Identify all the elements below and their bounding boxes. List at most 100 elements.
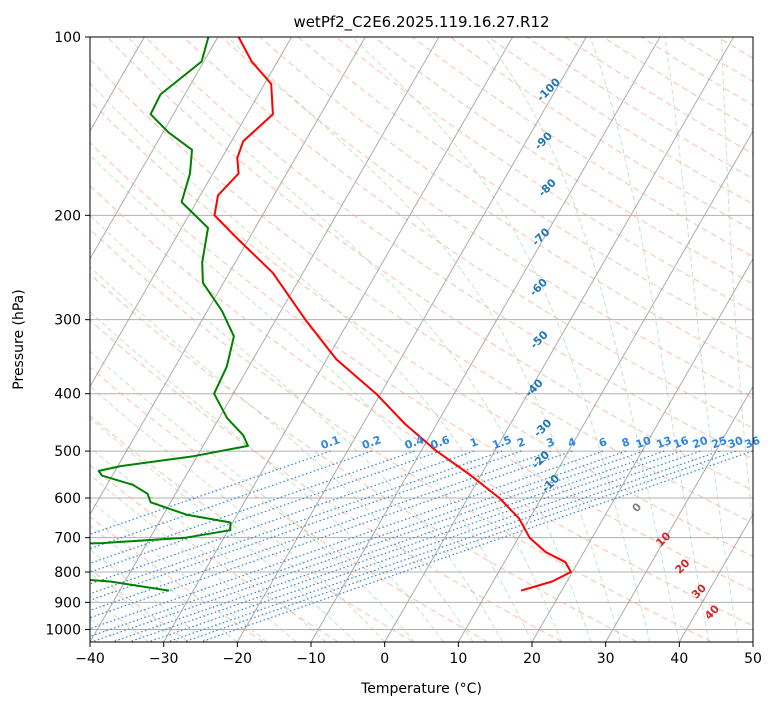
dry-adiabat <box>90 273 638 642</box>
x-tick-label: −40 <box>75 651 105 667</box>
mixing-ratio-line <box>90 450 475 585</box>
dry-adiabat <box>220 37 753 399</box>
y-tick-label: 700 <box>54 531 81 547</box>
y-tick-label: 500 <box>54 444 81 460</box>
mixing-ratio-label: 6 <box>597 435 609 450</box>
isotherm <box>163 37 514 642</box>
mixing-ratio-line <box>90 450 604 630</box>
mixing-ratio-label: 1 <box>468 435 480 450</box>
y-axis-label: Pressure (hPa) <box>11 289 27 389</box>
y-tick-label: 100 <box>54 30 81 46</box>
x-tick-label: 50 <box>744 651 762 667</box>
mixing-ratio-lines <box>90 450 753 642</box>
y-tick-label: 300 <box>54 313 81 329</box>
moist-adiabat <box>90 266 474 642</box>
isotherm <box>310 37 661 642</box>
x-tick-label: 10 <box>449 651 467 667</box>
dry-adiabat <box>90 228 712 642</box>
dry-adiabats <box>90 37 753 642</box>
mixing-ratio-label: 8 <box>620 435 632 450</box>
y-tick-label: 800 <box>54 565 81 581</box>
mixing-ratio-label: 4 <box>566 435 578 450</box>
mixing-ratio-label: 16 <box>672 434 691 452</box>
mixing-ratio-line <box>90 450 627 638</box>
x-tick-label: −10 <box>296 651 326 667</box>
moist-adiabat <box>90 548 209 642</box>
mixing-ratio-line <box>148 450 701 642</box>
y-tick-label: 1000 <box>45 622 81 638</box>
dry-adiabat <box>335 37 753 313</box>
mixing-ratio-label: 25 <box>710 434 729 451</box>
x-axis-label: Temperature (°C) <box>360 681 482 697</box>
mixing-ratio-label: 0.6 <box>429 433 452 452</box>
isotherm <box>90 37 366 516</box>
skewed-isotherms <box>90 37 753 642</box>
y-axis-ticks: 100 200 300 400 500 600 700 800 900 1000 <box>45 30 90 638</box>
mixing-ratio-label: 0.2 <box>360 433 383 452</box>
x-axis-ticks: −40 −30 −20 −10 0 10 20 30 40 50 <box>75 642 762 667</box>
isotherm <box>457 130 753 642</box>
mixing-ratio-line <box>90 450 331 535</box>
isotherm <box>531 257 753 642</box>
y-tick-label: 600 <box>54 491 81 507</box>
dry-adiabat <box>90 415 414 642</box>
profile-lines <box>90 37 572 592</box>
mixing-ratio-label: 20 <box>691 434 710 452</box>
dry-adiabat <box>258 37 753 370</box>
moist-adiabat <box>90 572 179 642</box>
dry-adiabat <box>90 99 753 558</box>
x-tick-label: 20 <box>523 651 541 667</box>
moist-adiabat <box>90 474 297 642</box>
moist-adiabat <box>227 37 621 642</box>
temperature-profile <box>213 37 572 592</box>
mixing-ratio-line <box>128 450 682 642</box>
isotherm <box>384 37 735 642</box>
mixing-ratio-line <box>90 450 503 595</box>
dry-adiabat <box>144 37 753 460</box>
mixing-ratio-label: 1.5 <box>491 433 514 452</box>
moist-adiabat <box>664 37 739 642</box>
dry-adiabat <box>411 37 753 258</box>
isotherm <box>678 513 753 642</box>
isotherm <box>605 385 753 642</box>
moist-adiabat <box>351 37 651 642</box>
plot-frame <box>89 36 754 643</box>
mixing-ratio-label: 10 <box>634 434 653 452</box>
moist-adiabat <box>90 214 503 642</box>
dry-adiabat <box>90 366 488 642</box>
mixing-ratio-line <box>90 450 441 573</box>
moist-adiabat <box>90 595 150 642</box>
isotherm <box>236 37 587 642</box>
moist-adiabat <box>90 154 533 642</box>
mixing-ratio-line <box>167 450 720 642</box>
chart-title: wetPf2_C2E6.2025.119.16.27.R12 <box>293 13 549 32</box>
moist-adiabat <box>90 499 268 642</box>
x-tick-label: −20 <box>223 651 253 667</box>
mixing-ratio-line <box>183 450 736 642</box>
dry-adiabat <box>90 58 753 524</box>
dry-adiabat <box>90 464 339 642</box>
dewpoint-profile <box>90 37 249 592</box>
mixing-ratio-line <box>200 450 753 642</box>
isotherm <box>90 37 219 260</box>
mixing-ratio-line <box>90 450 522 601</box>
dry-adiabat <box>90 568 190 642</box>
x-tick-label: −30 <box>149 651 179 667</box>
y-tick-label: 200 <box>54 208 81 224</box>
mixing-ratio-line <box>91 450 644 642</box>
moist-adiabat <box>127 37 592 642</box>
mixing-ratio-label: 2 <box>515 435 527 450</box>
mixing-ratio-label: 0.1 <box>319 433 342 452</box>
x-tick-label: 0 <box>380 651 389 667</box>
isotherm <box>90 37 293 388</box>
dry-adiabat <box>106 37 753 492</box>
mixing-ratio-label: 3 <box>545 435 557 450</box>
mixing-ratio-label: 13 <box>655 434 674 451</box>
y-tick-label: 900 <box>54 595 81 611</box>
moist-adiabat <box>90 524 238 642</box>
moist-adiabat <box>721 37 753 530</box>
mixing-ratio-label: 0.4 <box>403 433 426 452</box>
x-tick-label: 30 <box>597 651 615 667</box>
mixing-ratio-line <box>90 450 415 564</box>
